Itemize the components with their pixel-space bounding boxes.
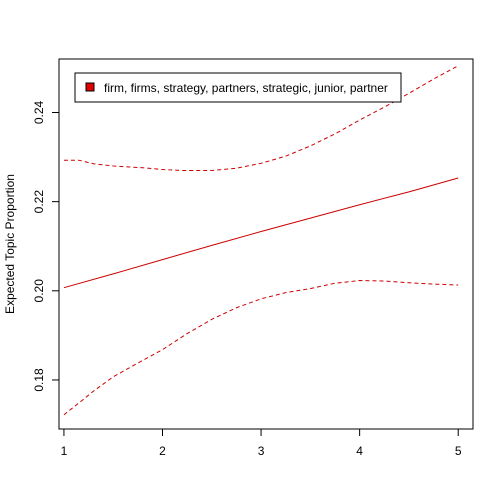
y-tick-label: 0.22 (32, 190, 46, 214)
plot-frame (58, 58, 474, 430)
legend-box (74, 72, 402, 103)
legend-label: firm, firms, strategy, partners, strateg… (104, 81, 388, 95)
y-axis: 0.18 0.20 0.22 0.24 (32, 100, 60, 392)
series-layer (63, 65, 459, 416)
series-line-estimate (63, 177, 459, 289)
y-axis-title: Expected Topic Proportion (3, 174, 17, 314)
y-tick-label: 0.18 (32, 368, 46, 392)
x-tick-label: 5 (455, 444, 462, 458)
x-tick-label: 1 (61, 444, 68, 458)
y-tick-label: 0.20 (32, 279, 46, 303)
x-tick-label: 3 (258, 444, 265, 458)
series-line-upper-bound (63, 65, 459, 171)
x-axis: 1 2 3 4 5 (61, 428, 462, 458)
y-tick-label: 0.24 (32, 100, 46, 124)
x-tick-label: 2 (159, 444, 166, 458)
legend-swatch (85, 82, 95, 92)
series-line-lower-bound (63, 280, 459, 416)
legend: firm, firms, strategy, partners, strateg… (74, 72, 402, 103)
x-tick-label: 4 (356, 444, 363, 458)
